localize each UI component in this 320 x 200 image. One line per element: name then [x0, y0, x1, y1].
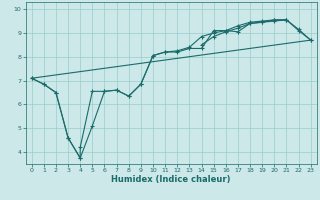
X-axis label: Humidex (Indice chaleur): Humidex (Indice chaleur) — [111, 175, 231, 184]
